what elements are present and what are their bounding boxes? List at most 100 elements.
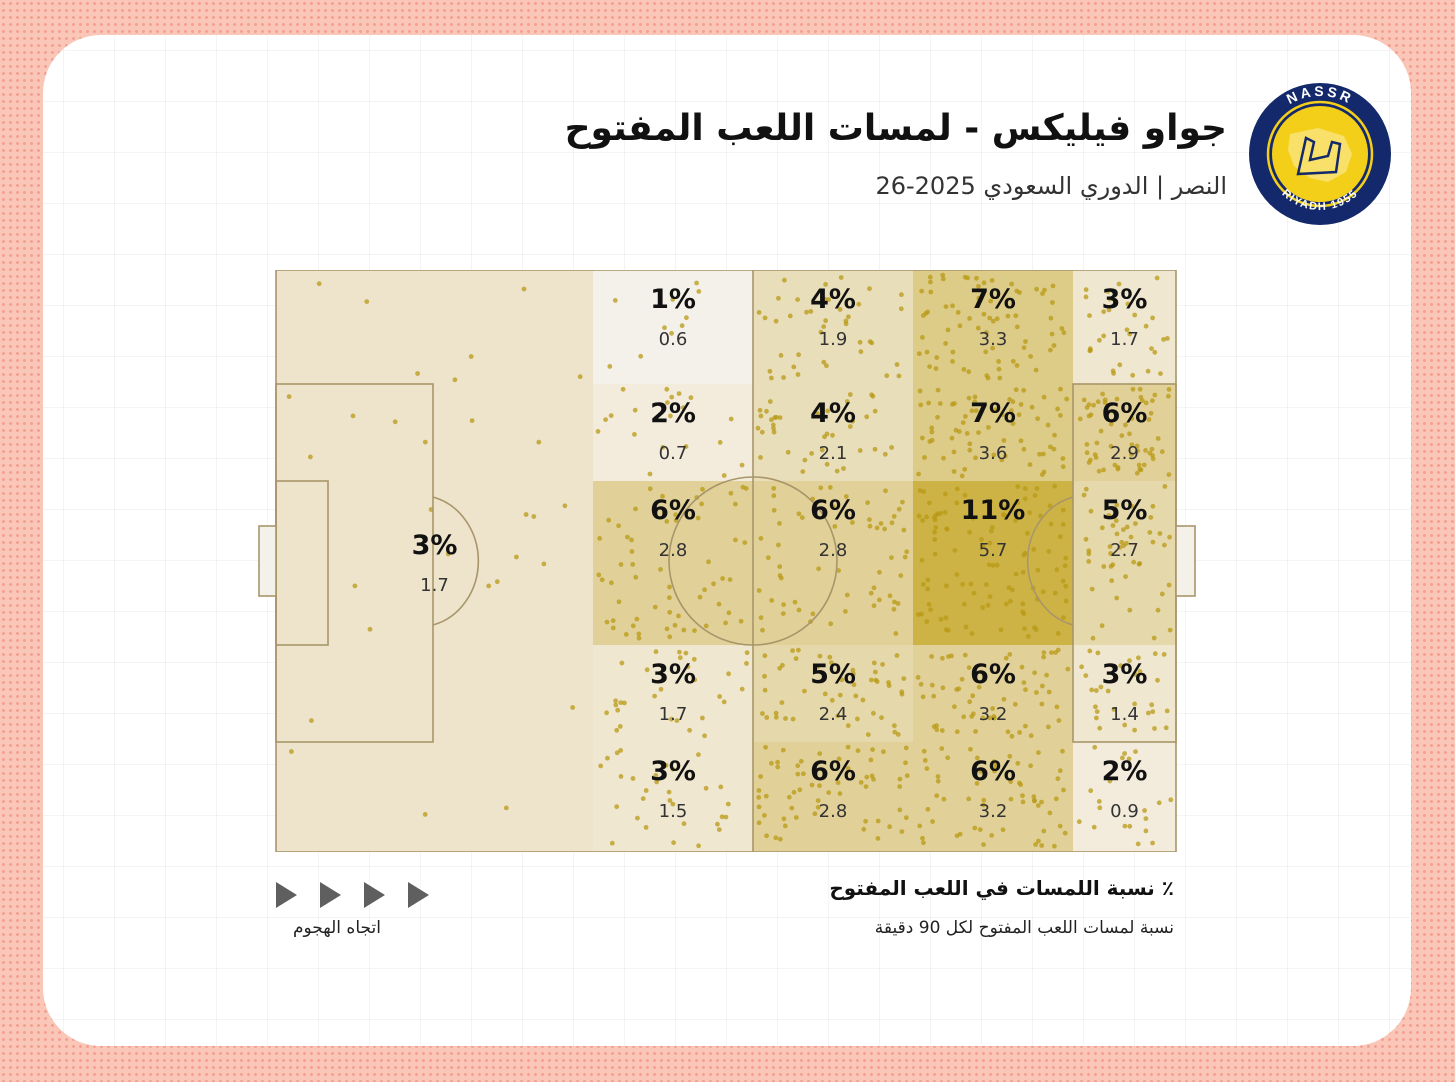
touch-dot [917,488,923,493]
touch-dot [669,394,675,400]
touch-dot [994,316,1000,322]
touch-dot [967,316,972,321]
touch-dot [1039,701,1045,707]
touch-dot [1108,443,1114,449]
touch-dot [1060,748,1065,754]
touch-dot [971,590,977,596]
touch-dot [1117,362,1123,368]
touch-dot [756,788,762,793]
touch-dot [1041,828,1047,834]
touch-dot [756,804,762,810]
touch-dot [597,536,603,541]
touch-dot [781,375,786,380]
touch-dot [920,694,926,700]
touch-dot [1098,684,1104,690]
touch-dot [827,654,833,660]
touch-dot [765,555,771,561]
touch-dot [762,813,767,818]
touch-dot [1143,448,1148,453]
touch-dot [822,434,827,440]
touch-dot [1060,464,1066,470]
touch-dot [921,840,926,846]
zone-percent: 6% [970,756,1016,787]
touch-dot [818,406,824,411]
touch-dot [422,812,428,817]
zone-percent: 11% [961,495,1026,526]
touch-dot [756,588,762,593]
touch-dot [925,577,931,583]
zone-per90: 2.9 [1110,443,1139,464]
touch-dot [999,412,1005,418]
touch-dot [986,562,992,568]
touch-dot [780,611,786,616]
touch-dot [903,745,909,751]
play-arrow-icon [408,882,429,908]
touch-dot [828,621,834,627]
touch-dot [882,526,887,532]
touch-dot [1055,647,1061,653]
touch-dot [883,488,888,494]
touch-dot [703,785,709,791]
touch-dot [974,781,980,786]
touch-dot [980,715,986,721]
touch-dot [879,715,884,721]
touch-dot [961,601,967,607]
touch-dot [1154,275,1160,281]
touch-dot [685,664,691,670]
touch-dot [676,391,682,396]
touch-dot [1048,347,1053,353]
touch-dot [1034,486,1040,491]
touch-dot [901,676,907,681]
zone-per90: 2.8 [659,540,688,561]
touch-dot [1114,531,1120,537]
touch-dot [943,627,949,633]
touch-dot [884,373,890,379]
touch-dot [607,364,613,369]
touch-dot [352,583,358,589]
touch-dot [915,675,921,680]
touch-dot [1127,331,1133,337]
touch-dot [1041,654,1046,660]
touch-dot [887,593,893,599]
touch-dot [1032,493,1038,498]
left-penalty-arc [432,496,480,626]
zone-per90: 5.7 [979,540,1008,561]
touch-dot [782,277,787,283]
touch-dot [1046,549,1052,554]
touch-dot [1005,729,1011,735]
touch-dot [896,373,902,379]
touch-dot [700,715,705,721]
touch-dot [940,272,946,278]
touch-dot [1015,760,1021,766]
touch-dot [894,362,900,367]
touch-dot [1096,468,1102,474]
touch-dot [864,774,870,780]
touch-dot [1136,462,1142,468]
touch-dot [700,486,705,492]
touch-dot [839,677,845,683]
touch-dot [987,715,993,721]
legend-subtitle: نسبة لمسات اللعب المفتوح لكل 90 دقيقة [874,918,1174,938]
touch-dot [670,297,676,302]
touch-dot [1021,387,1027,393]
touch-dot [1003,655,1009,661]
legend-title: ٪ نسبة اللمسات في اللعب المفتوح [829,876,1174,900]
touch-dot [970,693,976,699]
touch-dot [503,805,509,811]
touch-dot [971,711,976,717]
touch-dot [902,554,908,560]
touch-dot [822,296,828,302]
touch-dot [925,806,931,812]
touch-dot [1019,664,1025,670]
touch-dot [1002,506,1008,512]
touch-dot [612,298,618,303]
touch-dot [1018,402,1024,407]
touch-dot [1108,564,1114,569]
touch-dot [843,494,849,499]
zone-percent: 2% [1102,756,1148,787]
touch-dot [963,624,969,630]
touch-dot [1083,536,1089,542]
touch-dot [850,667,856,673]
touch-dot [950,359,955,364]
touch-dot [838,275,844,280]
